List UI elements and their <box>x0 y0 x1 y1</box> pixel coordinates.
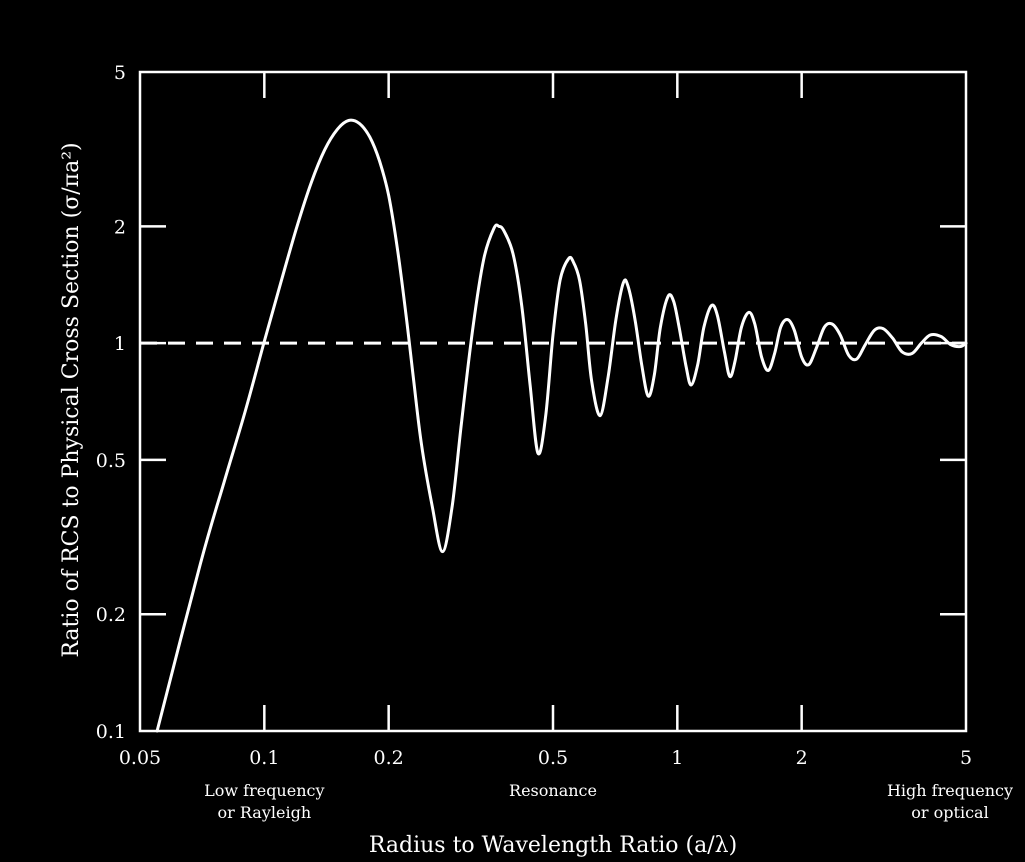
x-tick-label: 0.2 <box>374 747 404 769</box>
y-tick-label: 0.5 <box>96 450 126 472</box>
x-axis-title: Radius to Wavelength Ratio (a/λ) <box>369 833 737 858</box>
y-tick-label: 0.2 <box>96 604 126 626</box>
x-tick-label: 0.05 <box>119 747 161 769</box>
y-axis-title: Ratio of RCS to Physical Cross Section (… <box>59 142 84 657</box>
label-layer: 0.05 0.1 0.2 0.5 1 2 5 0.1 0.2 0.5 1 2 5 Low frequenc… <box>96 62 1013 822</box>
tick-layer <box>140 72 966 731</box>
region-label: High frequency <box>887 781 1013 800</box>
region-label: Low frequency <box>204 781 324 800</box>
x-tick-label: 2 <box>796 747 808 769</box>
x-tick-label: 0.1 <box>249 747 279 769</box>
y-tick-label: 2 <box>114 216 126 238</box>
x-tick-label: 1 <box>671 747 683 769</box>
series-line-0 <box>155 118 968 733</box>
x-tick-label: 5 <box>960 747 972 769</box>
y-tick-label: 5 <box>114 62 126 84</box>
x-tick-label: 0.5 <box>538 747 568 769</box>
y-tick-label: 0.1 <box>96 721 126 743</box>
region-label: or optical <box>911 803 988 822</box>
y-tick-label: 1 <box>114 333 126 355</box>
region-label: Resonance <box>509 781 597 800</box>
region-label: or Rayleigh <box>218 803 312 822</box>
